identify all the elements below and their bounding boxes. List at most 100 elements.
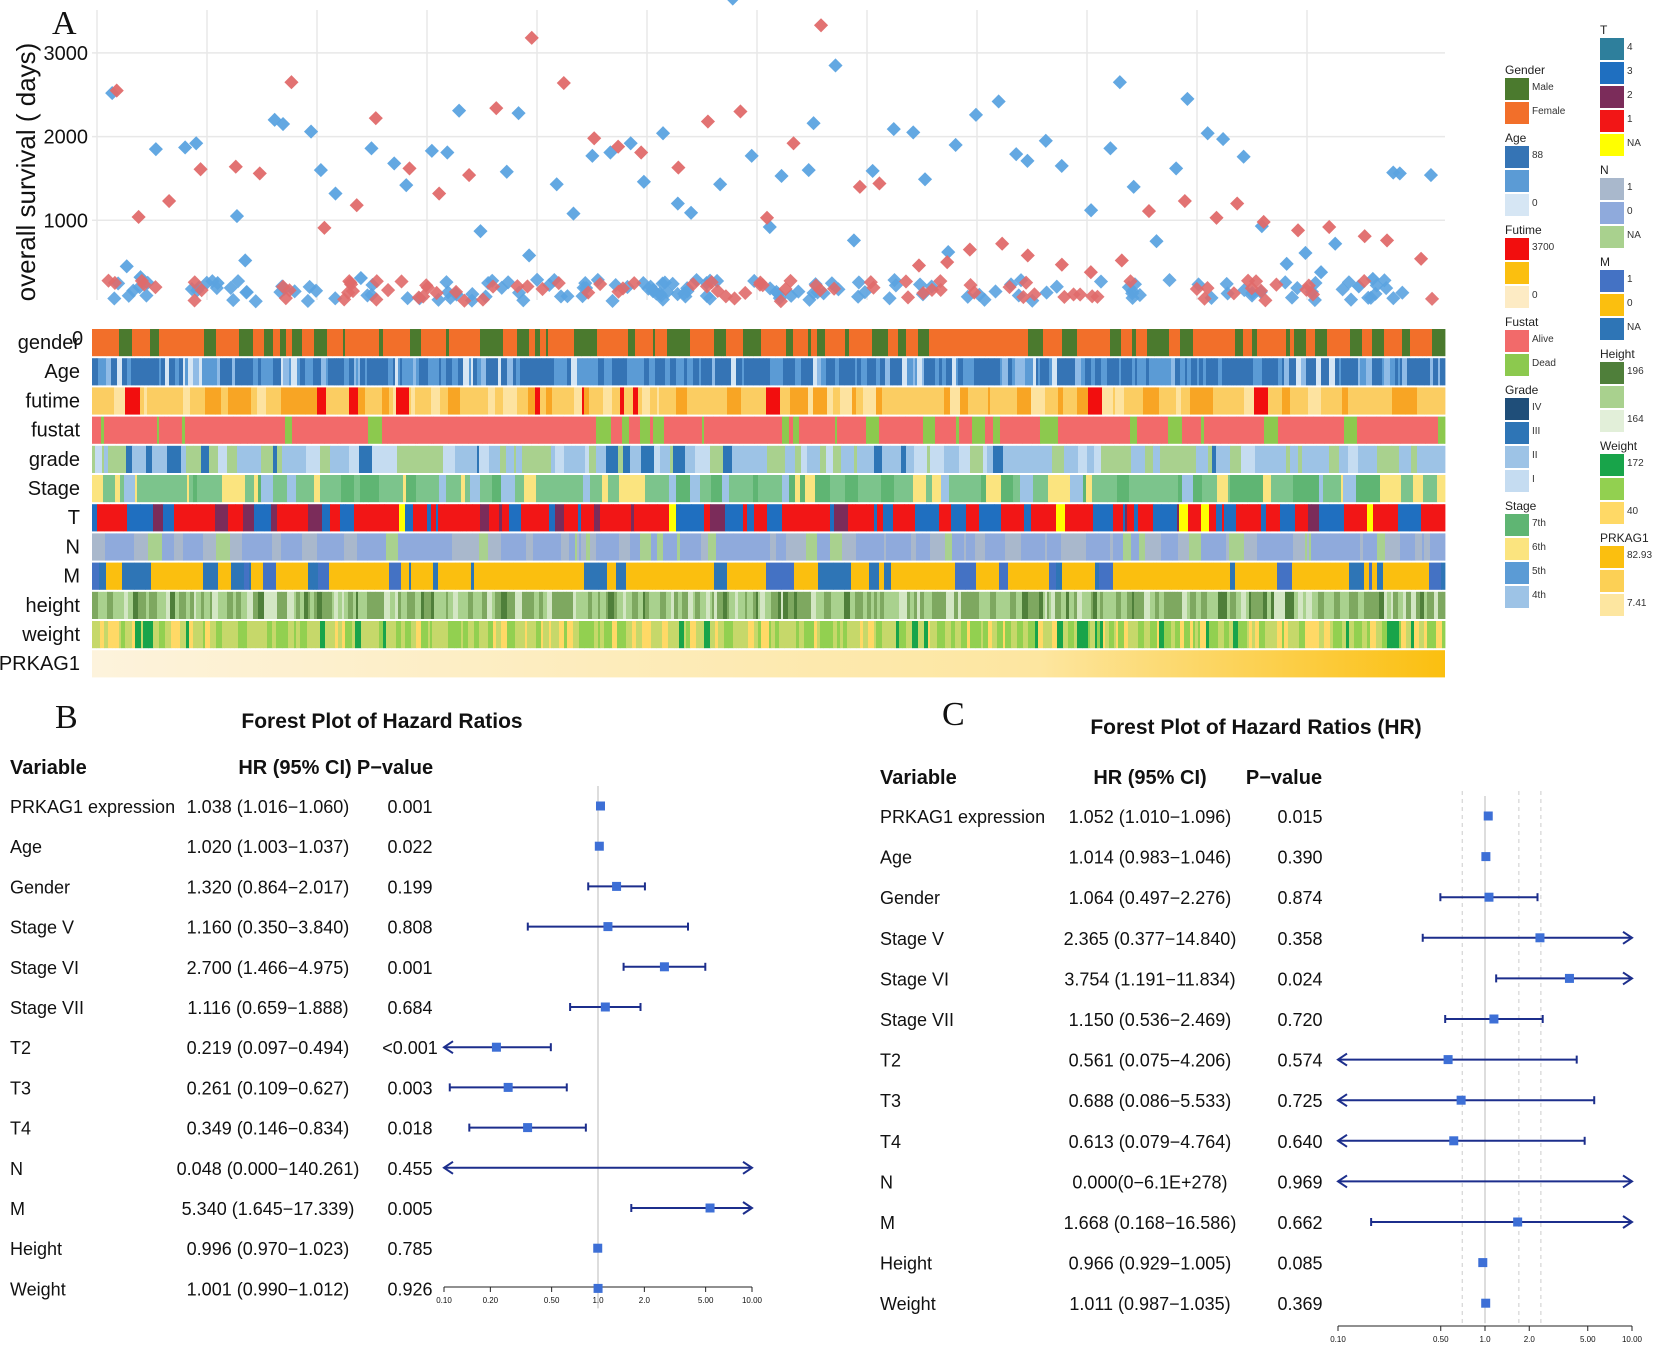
point-dead [759,210,775,225]
point-dead-low [827,281,842,296]
point-alive [499,164,514,179]
heatmap-cell-age [367,358,371,386]
heatmap-cell-gender [837,329,846,357]
heatmap-cell-age [1187,358,1192,386]
y-tick-label: 3000 [44,43,89,65]
heatmap-cell-fustat [431,416,434,444]
heatmap-cell-age [1127,358,1133,386]
legend-label: Dead [1532,358,1556,369]
heatmap-cell-t [161,504,164,532]
heatmap-cell-gender [1271,329,1287,357]
heatmap-cell-futime [1247,387,1255,415]
heatmap-cell-m [99,562,107,590]
heatmap-cell-m [1292,562,1305,590]
heatmap-cell-fustat [1113,416,1120,444]
heatmap-cell-age [365,358,368,386]
heatmap-cell-age [1227,358,1232,386]
heatmap-cell-age [1010,358,1013,386]
heatmap-cell-age [217,358,221,386]
point-dead-low [510,279,525,294]
heatmap-cell-grade [571,445,576,473]
heatmap-cell-futime [546,387,553,415]
heatmap-cell-age [567,358,572,386]
heatmap-cell-t [869,504,875,532]
legend-swatch [1600,110,1624,132]
point-alive-low [302,279,317,294]
point-dead-low [900,290,916,305]
heatmap-cell-stage [1338,475,1342,503]
heatmap-cell-futime [1405,387,1418,415]
heatmap-cell-n [654,533,658,561]
heatmap-cell-weight [320,621,326,649]
heatmap-cell-age [267,358,274,386]
heatmap-cell-fustat [1238,416,1252,444]
heatmap-cell-futime [1254,387,1269,415]
heatmap-cell-age [291,358,298,386]
heatmap-cell-futime [1308,387,1322,415]
heatmap-cell-weight [801,621,805,649]
heatmap-cell-age [477,358,482,386]
point-dead-low [1357,273,1372,289]
x-axis-tick-label: 5.00 [1580,1335,1596,1344]
heatmap-cell-t [1216,504,1223,532]
heatmap-cell-age [876,358,881,386]
heatmap-cell-grade [1358,445,1365,473]
legend-label: Female [1532,106,1566,117]
heatmap-cell-futime [377,387,383,415]
heatmap-cell-futime [603,387,607,415]
heatmap-cell-height [1442,591,1446,619]
heatmap-cell-t [256,504,265,532]
point-alive [917,172,933,187]
heatmap-cell-age [1085,358,1092,386]
heatmap-cell-futime [448,387,461,415]
point-dead [1177,193,1192,209]
heatmap-cell-weight [1293,621,1300,649]
heatmap-cell-gender [603,329,607,357]
heatmap-cell-stage [92,475,104,503]
heatmap-cell-futime [337,387,350,415]
p-value: 0.455 [387,1159,432,1179]
heatmap-cell-t [369,504,380,532]
heatmap-cell-fustat [482,416,488,444]
heatmap-cell-height [1207,591,1214,619]
heatmap-cell-height [1034,591,1040,619]
heatmap-cell-n [1264,533,1271,561]
heatmap-cell-m [571,562,585,590]
heatmap-cell-t [649,504,658,532]
p-value: 0.662 [1277,1213,1322,1233]
heatmap-cell-futime [125,387,141,415]
legend-swatch [1505,446,1529,468]
heatmap-cell-age [185,358,189,386]
y-tick-label: 1000 [44,210,89,232]
heatmap-cell-height [860,591,864,619]
heatmap-row-label: Age [44,361,80,383]
heatmap-cell-stage [627,475,638,503]
legend-swatch [1600,386,1624,408]
heatmap-cell-height [1045,591,1048,619]
heatmap-cell-gender [253,329,265,357]
heatmap-cell-weight [1147,621,1151,649]
heatmap-cell-n [414,533,417,561]
heatmap-cell-height [380,591,385,619]
heatmap-cell-futime [257,387,264,415]
heatmap-cell-grade [132,445,137,473]
point-alive-low [230,274,246,289]
heatmap-cell-m [186,562,192,590]
heatmap-cell-futime [968,387,980,415]
heatmap-cell-weight [153,621,160,649]
heatmap-cell-age [524,358,527,386]
heatmap-cell-weight [1218,621,1225,649]
heatmap-cell-t [1065,504,1078,532]
heatmap-cell-t [1249,504,1259,532]
heatmap-cell-height [530,591,535,619]
heatmap-cell-height [536,591,540,619]
point-dead [700,114,715,129]
heatmap-cell-weight [541,621,544,649]
heatmap-cell-m [459,562,472,590]
heatmap-cell-stage [416,475,426,503]
heatmap-cell-gender [410,329,422,357]
point-dead [786,136,801,151]
heatmap-cell-weight [549,621,552,649]
heatmap-cell-gender [597,329,604,357]
point-alive-low [400,291,415,306]
